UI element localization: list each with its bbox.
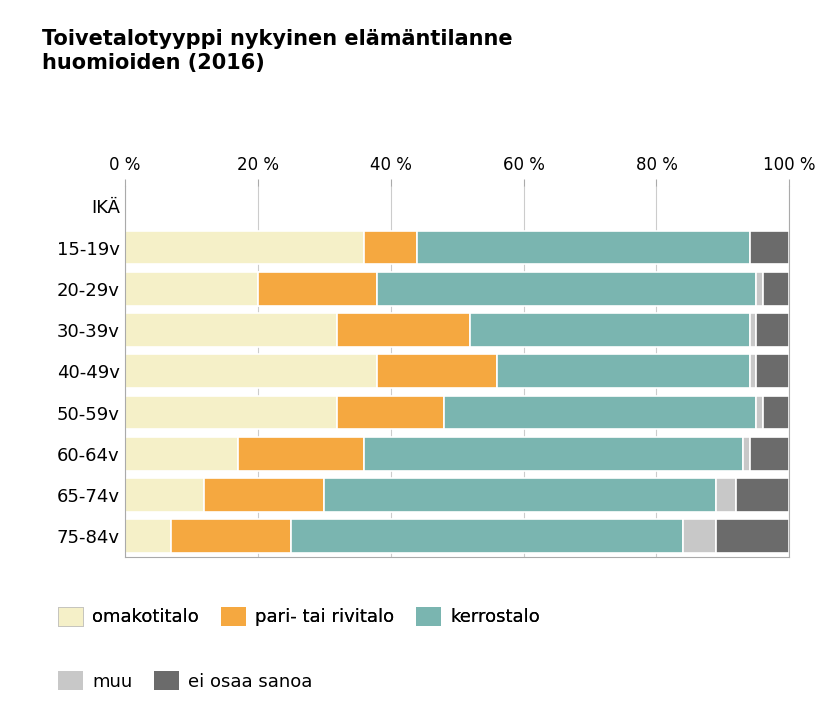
Bar (125, 313, 337, 347)
Bar (204, 478, 324, 512)
Bar (417, 231, 750, 264)
Bar (683, 519, 716, 553)
Bar (337, 313, 470, 347)
Bar (763, 396, 789, 429)
Bar (763, 272, 789, 306)
Bar (470, 313, 750, 347)
Bar (756, 272, 763, 306)
Bar (756, 354, 789, 388)
Bar (238, 437, 364, 471)
Bar (364, 231, 417, 264)
Bar (291, 519, 683, 553)
Bar (125, 478, 204, 512)
Bar (756, 396, 763, 429)
Legend: omakotitalo, pari- tai rivitalo, kerrostalo: omakotitalo, pari- tai rivitalo, kerrost… (51, 600, 547, 633)
Bar (736, 478, 789, 512)
Bar (750, 437, 789, 471)
Bar (716, 478, 736, 512)
Bar (125, 519, 171, 553)
Bar (377, 272, 756, 306)
Bar (743, 437, 750, 471)
Bar (171, 519, 291, 553)
Text: Toivetalotyyppi nykyinen elämäntilanne
huomioiden (2016): Toivetalotyyppi nykyinen elämäntilanne h… (42, 29, 512, 74)
Bar (337, 396, 444, 429)
Bar (497, 354, 750, 388)
Bar (125, 272, 258, 306)
Bar (125, 231, 364, 264)
Bar (716, 519, 789, 553)
Bar (125, 354, 377, 388)
Bar (444, 396, 756, 429)
Legend: muu, ei osaa sanoa: muu, ei osaa sanoa (51, 664, 320, 698)
Bar (364, 437, 743, 471)
Bar (750, 313, 756, 347)
Bar (377, 354, 497, 388)
Bar (125, 437, 238, 471)
Bar (756, 313, 789, 347)
Bar (324, 478, 716, 512)
Bar (750, 354, 756, 388)
Bar (750, 231, 789, 264)
Bar (258, 272, 377, 306)
Bar (125, 396, 337, 429)
